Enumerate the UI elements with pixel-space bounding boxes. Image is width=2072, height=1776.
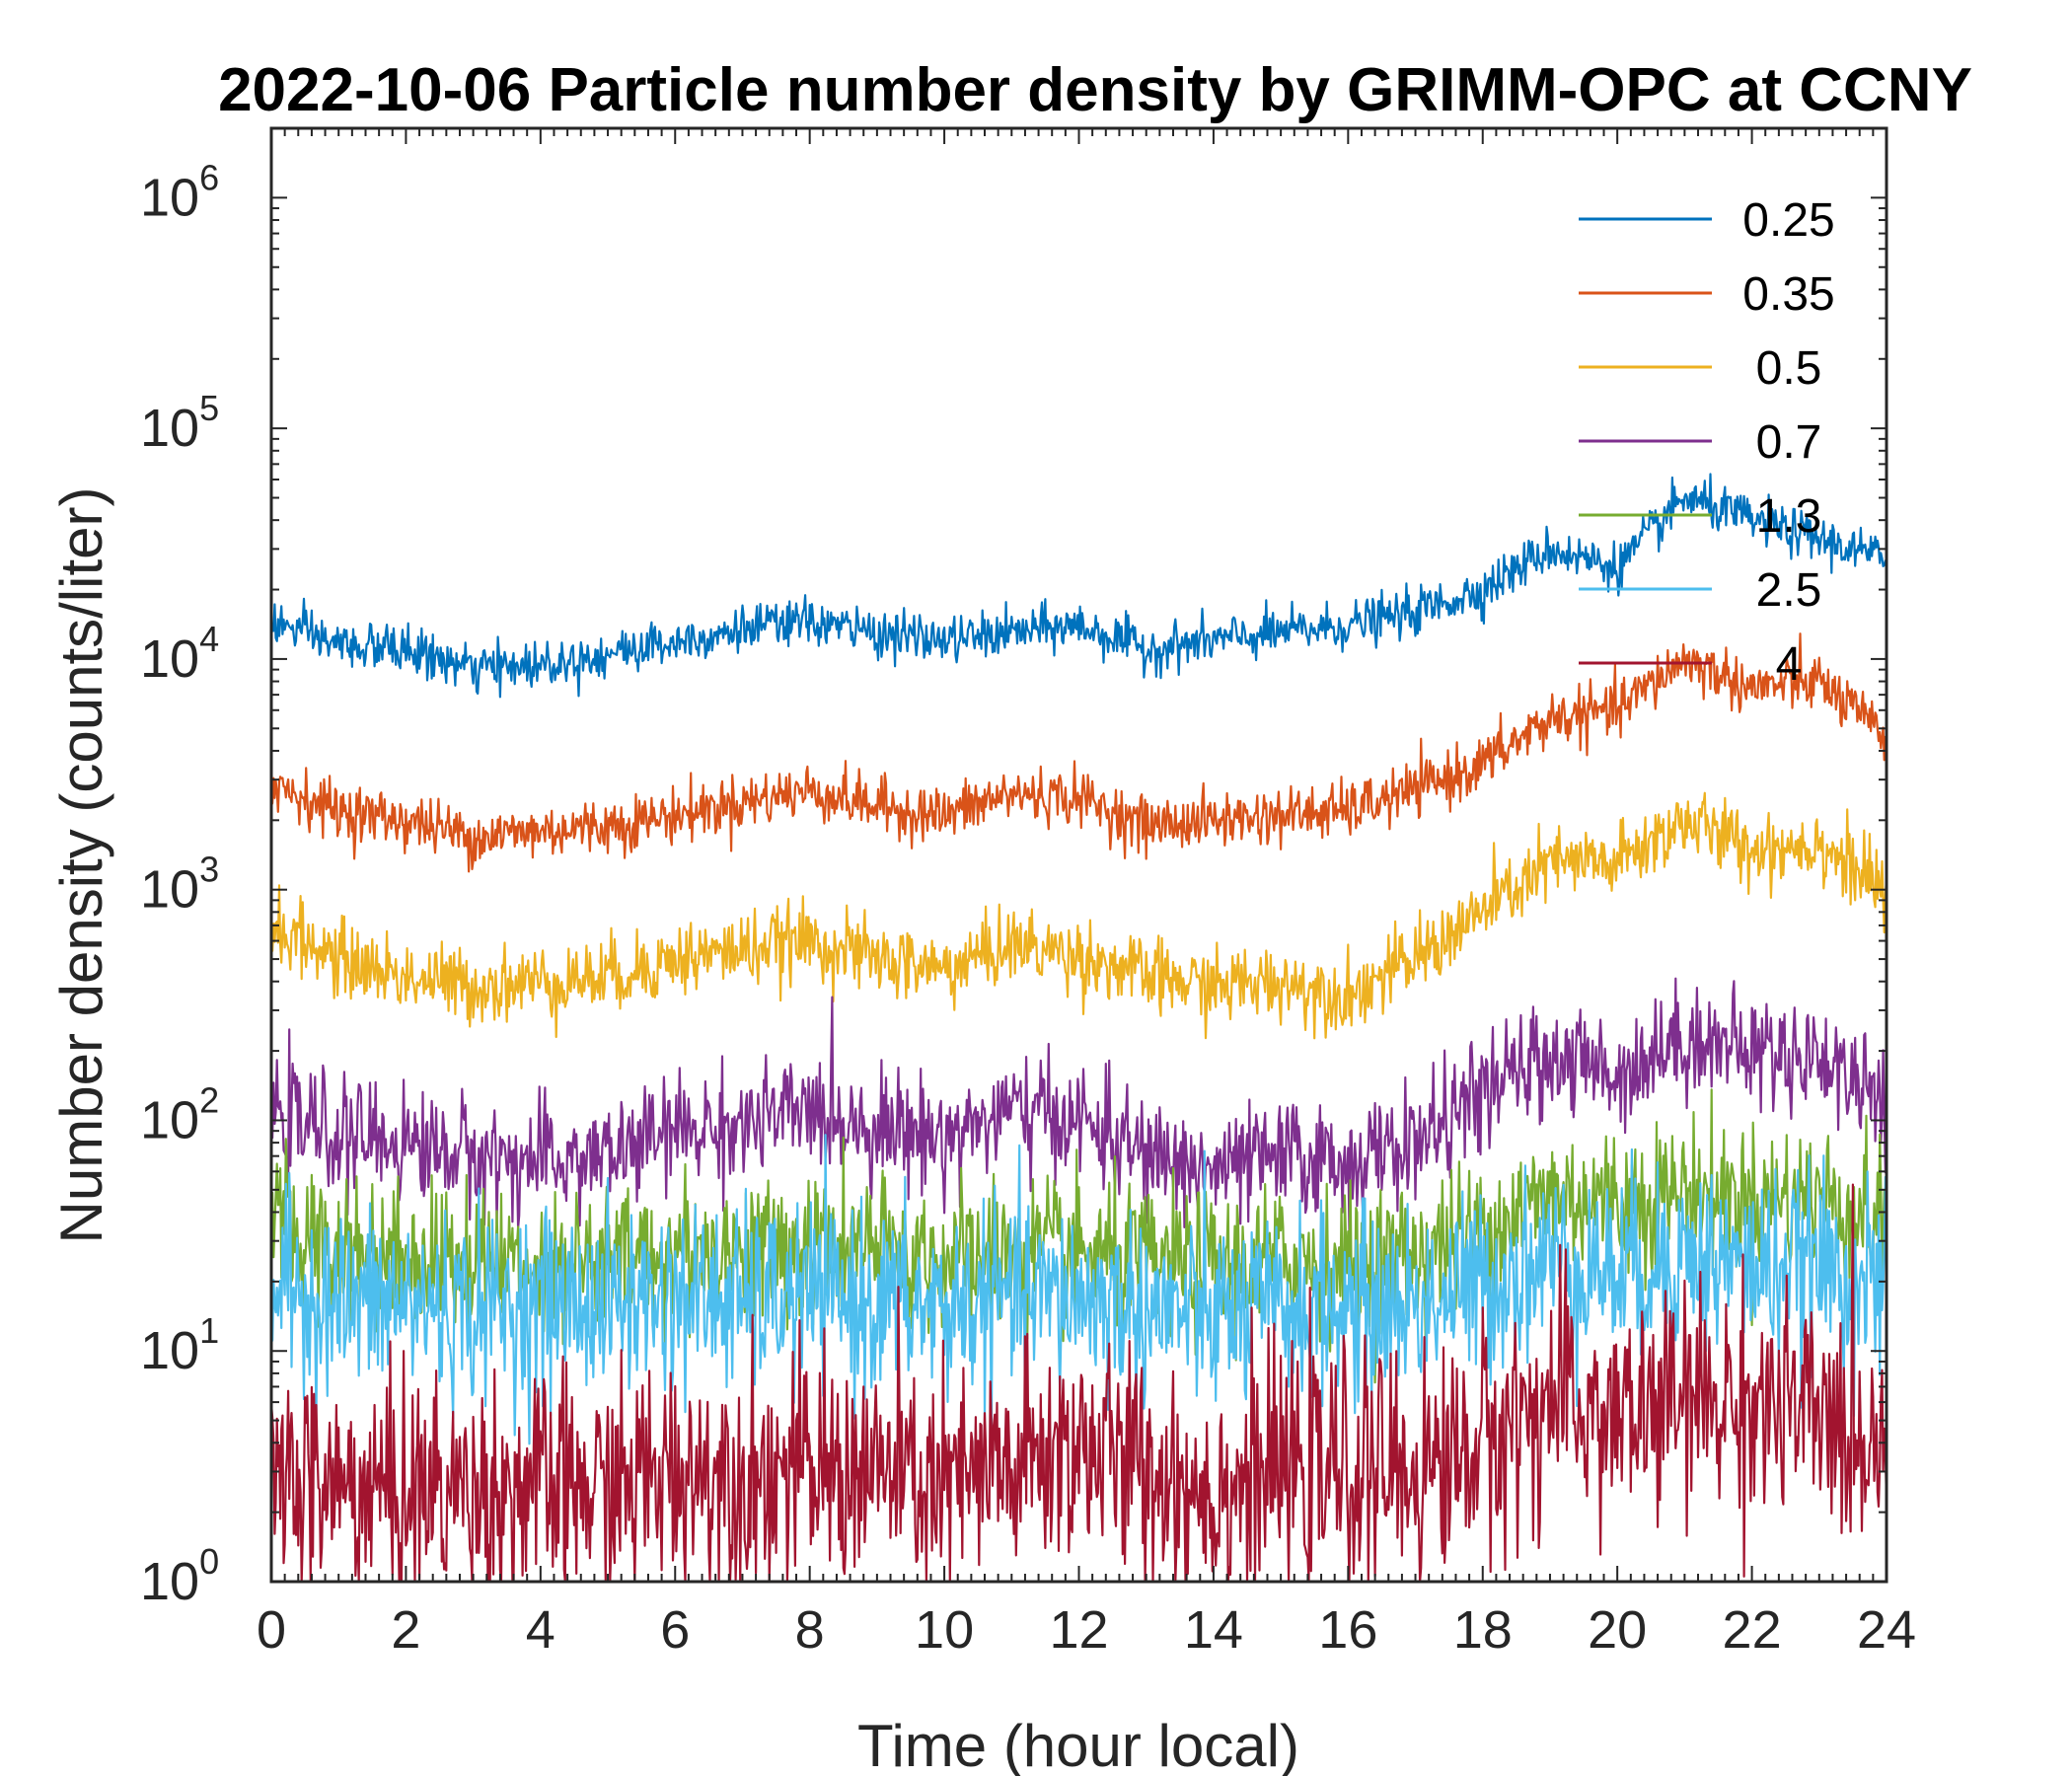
y-tick-label-4: 104	[140, 619, 219, 689]
y-tick-label-1: 101	[140, 1310, 219, 1380]
y-tick-exponent: 3	[199, 850, 219, 890]
x-axis-label: Time (hour local)	[857, 1713, 1299, 1776]
x-tick-label-12: 24	[1857, 1600, 1916, 1660]
x-tick-label-4: 8	[795, 1600, 825, 1660]
y-tick-exponent: 1	[199, 1310, 219, 1351]
series-line-5	[269, 1134, 1888, 1445]
y-tick-base: 10	[140, 1090, 199, 1149]
legend-label-3: 0.7	[1756, 416, 1822, 469]
legend-label-2: 0.5	[1756, 342, 1822, 395]
series-line-2	[269, 791, 1888, 1040]
y-tick-base: 10	[140, 399, 199, 458]
legend: 0.25 0.35 0.5 0.7 1.3 2.5 4	[1579, 194, 1835, 691]
y-tick-base: 10	[140, 1552, 199, 1611]
series-line-4	[269, 1088, 1888, 1384]
y-tick-label-2: 102	[140, 1079, 219, 1149]
x-tick-label-6: 12	[1049, 1600, 1108, 1660]
y-tick-base: 10	[140, 629, 199, 689]
x-tick-label-7: 14	[1184, 1600, 1243, 1660]
series-line-6	[269, 1183, 1888, 1584]
chart-title: 2022-10-06 Particle number density by GR…	[218, 56, 1972, 124]
x-tick-label-10: 20	[1588, 1600, 1647, 1660]
x-tick-label-9: 18	[1453, 1600, 1513, 1660]
x-tick-label-3: 6	[660, 1600, 690, 1660]
plot-frame	[269, 126, 1888, 1584]
series-line-0	[269, 473, 1888, 699]
x-tick-label-11: 22	[1723, 1600, 1782, 1660]
x-tick-label-1: 2	[391, 1600, 420, 1660]
y-tick-exponent: 6	[199, 157, 219, 197]
y-tick-base: 10	[140, 860, 199, 920]
legend-label-6: 4	[1776, 638, 1803, 691]
y-axis-label: Number density (counts/liter)	[48, 487, 114, 1244]
series-line-1	[269, 632, 1888, 873]
y-tick-label-5: 105	[140, 388, 219, 458]
x-tick-label-8: 16	[1318, 1600, 1377, 1660]
y-tick-exponent: 4	[199, 619, 219, 659]
legend-label-0: 0.25	[1742, 194, 1834, 247]
x-tick-labels: 0 2 4 6 8 10 12 14 16 18 20 22 24	[257, 1600, 1916, 1660]
y-tick-base: 10	[140, 1321, 199, 1380]
x-tick-label-2: 4	[526, 1600, 555, 1660]
x-tick-label-5: 10	[915, 1600, 974, 1660]
y-tick-label-0: 100	[140, 1541, 219, 1611]
y-tick-exponent: 5	[199, 388, 219, 428]
series-line-3	[269, 977, 1888, 1231]
legend-label-1: 0.35	[1742, 268, 1834, 321]
y-tick-exponent: 2	[199, 1079, 219, 1120]
y-tick-label-6: 106	[140, 157, 219, 227]
legend-label-4: 1.3	[1756, 490, 1822, 543]
y-tick-exponent: 0	[199, 1541, 219, 1582]
series-layer	[269, 473, 1888, 1584]
legend-label-5: 2.5	[1756, 564, 1822, 617]
x-tick-label-0: 0	[257, 1600, 286, 1660]
y-tick-label-3: 103	[140, 850, 219, 920]
y-tick-base: 10	[140, 168, 199, 227]
